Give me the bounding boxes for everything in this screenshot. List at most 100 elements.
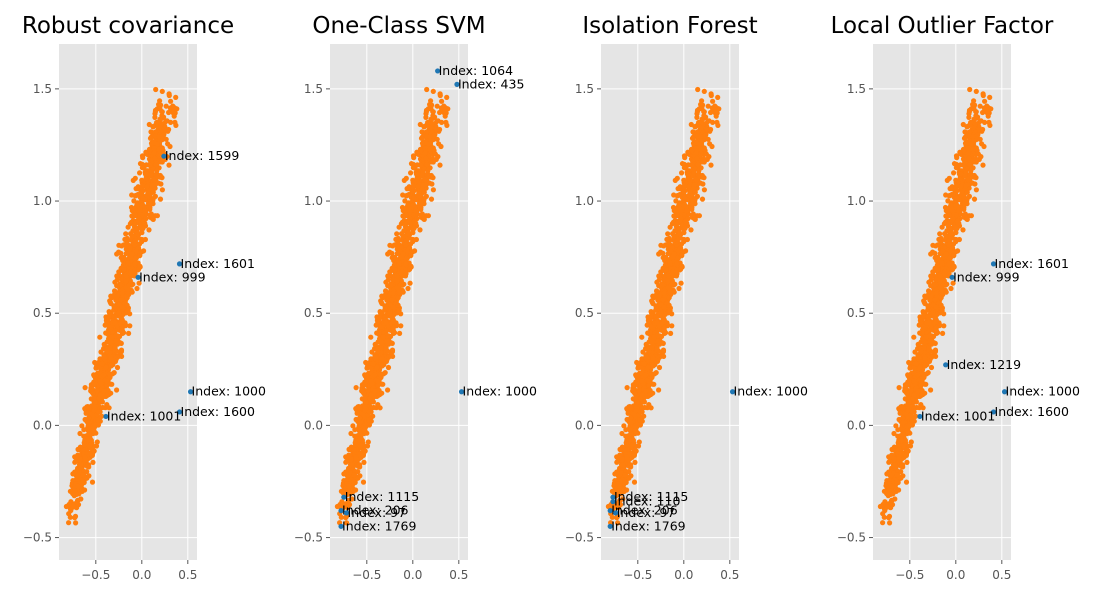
outlier-label: Index: 999 <box>139 269 206 284</box>
inlier-point <box>118 297 124 303</box>
inlier-point <box>674 238 680 244</box>
inlier-point <box>693 150 699 156</box>
inlier-point <box>666 239 672 245</box>
inlier-point <box>166 92 172 99</box>
inlier-point <box>154 213 160 219</box>
inlier-point <box>691 182 697 188</box>
inlier-point <box>422 176 428 182</box>
inlier-point <box>159 187 165 193</box>
x-tick-label: −0.5 <box>352 568 381 582</box>
inlier-point <box>671 251 677 257</box>
inlier-point <box>346 446 352 453</box>
inlier-point <box>132 238 138 244</box>
inlier-point <box>69 480 75 486</box>
inlier-point <box>417 227 423 233</box>
inlier-point <box>349 462 355 468</box>
inlier-point <box>666 294 672 301</box>
inlier-point <box>163 136 169 142</box>
inlier-point <box>408 170 414 176</box>
inlier-point <box>650 300 656 307</box>
inlier-point <box>418 135 425 141</box>
inlier-point <box>124 294 130 301</box>
inlier-point <box>437 126 443 133</box>
inlier-point <box>625 410 631 416</box>
inlier-point <box>357 415 363 421</box>
inlier-point <box>424 86 430 93</box>
x-tick-label: −0.5 <box>623 568 652 582</box>
inlier-point <box>123 231 129 237</box>
y-tick-label: 0.0 <box>575 418 594 432</box>
inlier-point <box>95 417 101 423</box>
inlier-point <box>135 184 141 190</box>
inlier-point <box>713 113 719 119</box>
inlier-point <box>370 361 376 367</box>
inlier-point <box>666 302 672 308</box>
outlier-point <box>187 389 194 395</box>
inlier-point <box>385 251 391 257</box>
outlier-label: Index: 1769 <box>611 518 685 533</box>
inlier-point <box>104 378 110 384</box>
inlier-point <box>113 338 119 344</box>
inlier-point <box>362 395 368 401</box>
inlier-point <box>429 121 436 127</box>
inlier-point <box>152 107 159 113</box>
inlier-point <box>912 349 918 355</box>
outlier-label: Index: 1600 <box>181 404 255 419</box>
inlier-point <box>139 165 145 171</box>
inlier-point <box>676 285 682 292</box>
inlier-point <box>154 168 160 174</box>
inlier-point <box>692 189 698 195</box>
inlier-point <box>84 475 90 481</box>
inlier-point <box>444 122 450 128</box>
inlier-point <box>121 267 127 273</box>
inlier-point <box>380 334 386 340</box>
inlier-point <box>679 253 685 259</box>
inlier-point <box>379 300 385 307</box>
x-tick-label: 0.0 <box>674 568 693 582</box>
inlier-point <box>686 171 692 177</box>
inlier-point <box>383 345 389 351</box>
inlier-point <box>418 201 425 207</box>
y-tick-label: 1.0 <box>304 194 323 208</box>
inlier-point <box>698 146 704 152</box>
inlier-point <box>715 122 721 128</box>
inlier-point <box>356 405 362 411</box>
inlier-point <box>149 182 155 188</box>
inlier-point <box>157 196 164 202</box>
inlier-point <box>622 472 628 478</box>
inlier-point <box>108 362 114 369</box>
inlier-point <box>173 122 179 128</box>
inlier-point <box>682 195 688 201</box>
inlier-point <box>108 300 114 307</box>
inlier-point <box>147 135 154 141</box>
inlier-point <box>159 113 165 119</box>
inlier-point <box>99 361 105 367</box>
y-tick-label: 1.5 <box>304 82 323 96</box>
inlier-point <box>430 88 436 94</box>
inlier-point <box>425 168 431 174</box>
inlier-point <box>628 415 634 421</box>
inlier-point <box>99 399 105 405</box>
outlier-label: Index: 1599 <box>165 148 239 163</box>
inlier-point <box>79 423 85 429</box>
inlier-point <box>678 215 684 222</box>
inlier-point <box>631 452 638 458</box>
outlier-point <box>176 409 183 415</box>
inlier-point <box>649 311 655 317</box>
inlier-point <box>126 330 132 336</box>
inlier-point <box>640 349 646 355</box>
inlier-point <box>131 198 137 204</box>
inlier-point <box>127 323 133 329</box>
outlier-label: Index: 1601 <box>181 256 255 271</box>
inlier-point <box>397 282 403 288</box>
inlier-point <box>77 456 83 462</box>
inlier-point <box>632 459 638 465</box>
y-tick-label: −0.5 <box>23 531 52 545</box>
inlier-point <box>136 215 142 222</box>
inlier-point <box>701 159 707 165</box>
inlier-point <box>139 230 145 236</box>
inlier-point <box>394 272 400 279</box>
inlier-point <box>385 283 391 289</box>
inlier-point <box>699 196 706 202</box>
